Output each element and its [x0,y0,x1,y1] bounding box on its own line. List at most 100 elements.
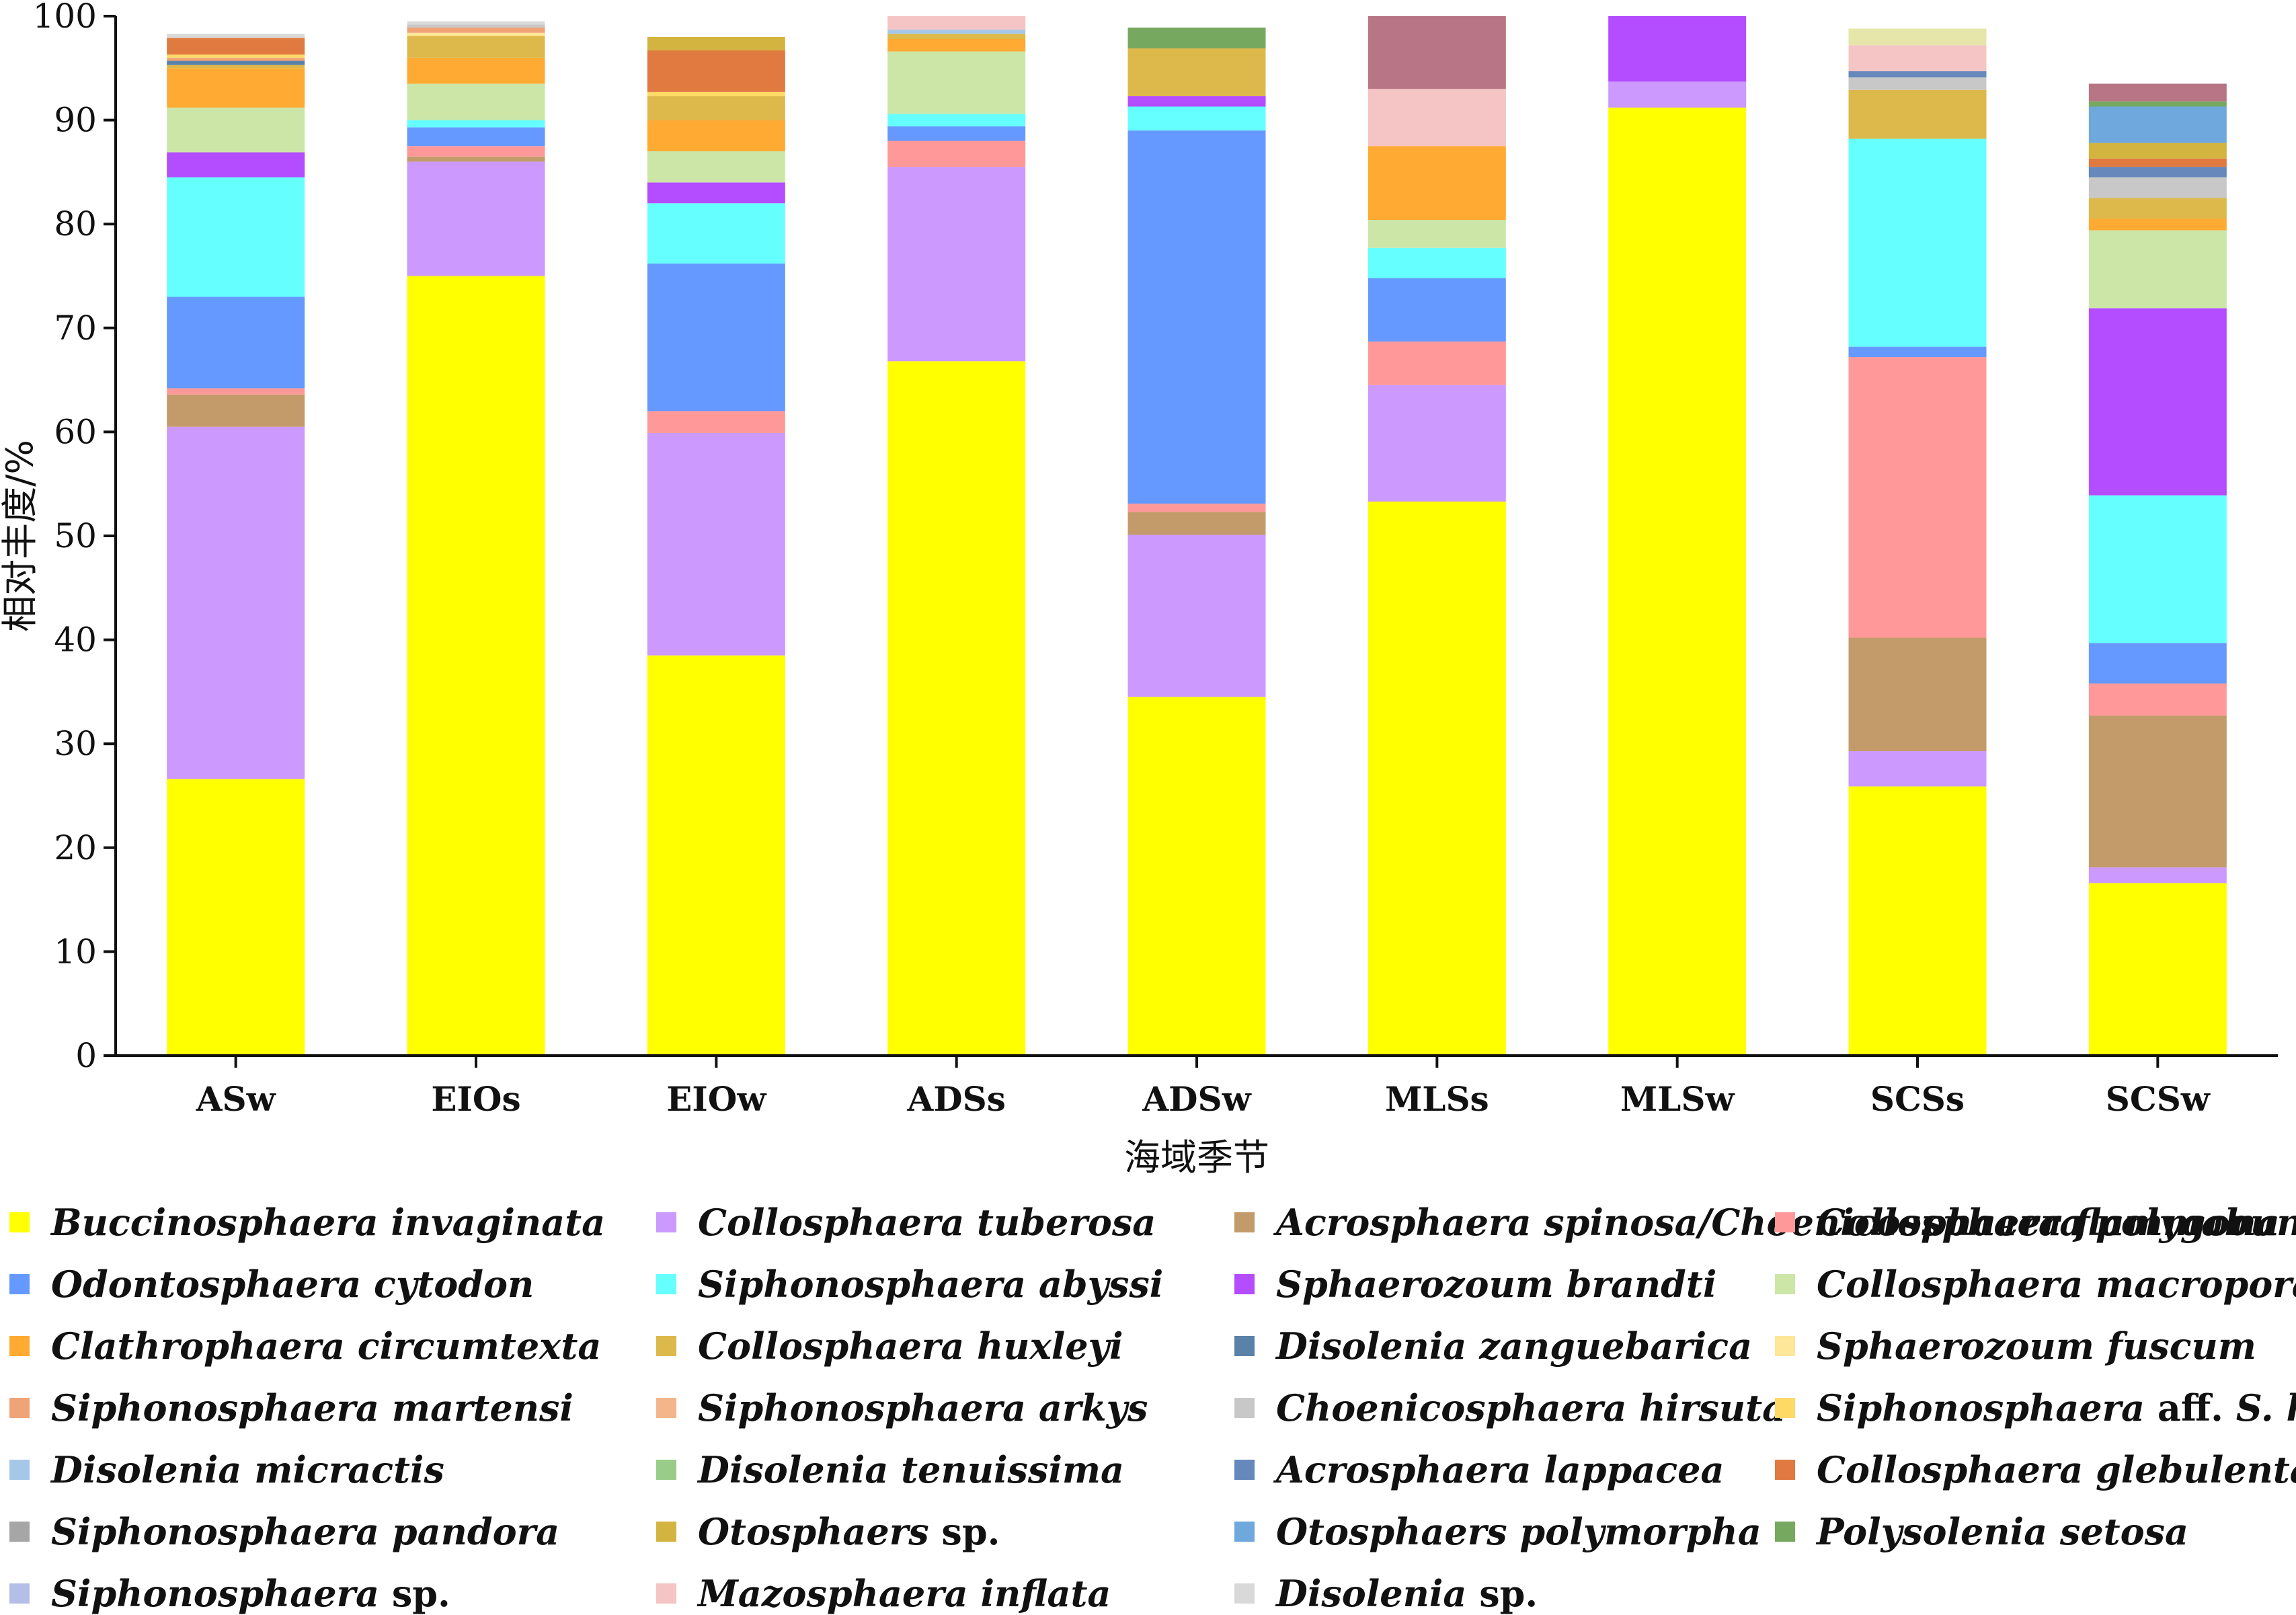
bar-segment [2088,167,2227,178]
y-tick-label: 70 [54,309,97,348]
bar-segment [1848,346,1987,358]
legend-label: Collosphaera huxleyi [698,1325,1123,1368]
legend-swatch [1234,1522,1255,1542]
bar-segment [407,32,545,36]
bar-segment [167,388,305,395]
bar-segment [167,394,305,427]
bar-segment [167,68,305,108]
bar-segment [887,39,1026,52]
bar-segment [887,51,1026,114]
legend-label: Collosphaera glebulenta [1817,1448,2296,1491]
y-tick-label: 100 [33,0,97,36]
bar-segment [2088,83,2227,102]
x-tick-label: ASw [196,1079,277,1119]
bar-segment [2088,219,2227,231]
legend-swatch [656,1583,676,1604]
bar-segment [2088,143,2227,159]
bar-segment [887,114,1026,126]
bar-segment [1848,139,1987,347]
bar-segment [1368,146,1506,221]
bar-segment [1368,278,1506,342]
bar-segment [647,432,785,656]
bar-segment [2088,495,2227,643]
bar-segment [167,57,305,61]
legend-swatch [1234,1583,1255,1604]
legend-swatch [1234,1460,1255,1480]
x-tick-label: SCSs [1870,1079,1965,1119]
bar-segment [1848,28,1987,46]
bar-segment [647,96,785,120]
bar-segment [167,297,305,389]
legend-label: Collosphaera tuberosa [698,1201,1156,1244]
bar-segment [407,127,545,147]
bar-segment [1368,341,1506,385]
y-tick-label: 40 [54,621,97,660]
y-tick-label: 20 [54,828,97,867]
bar-segment [1848,71,1987,78]
legend-swatch [1775,1522,1795,1542]
bar-segment [407,21,545,25]
legend-label: Buccinosphaera invaginata [50,1201,605,1244]
y-tick-label: 60 [54,412,97,451]
bar-segment [2088,177,2227,198]
bar-segment [887,30,1026,34]
legend-label: Disolenia sp. [1275,1572,1538,1615]
bar-segment [2088,308,2227,496]
bar-segment [647,263,785,411]
legend-label: Disolenia tenuissima [697,1448,1124,1491]
bar-segment [167,34,305,38]
legend-label: Disolenia micractis [50,1448,444,1491]
legend-label: Siphonosphaera sp. [51,1572,450,1615]
legend-label: Collosphaera polygona [1817,1201,2280,1244]
bar-segment [2088,883,2227,1056]
bar-segment [647,655,785,1056]
y-tick-label: 10 [54,932,97,971]
x-tick-label: EIOs [431,1079,520,1119]
bar-segment [407,36,545,58]
bar-segment [1127,535,1266,697]
legend-swatch [1775,1336,1795,1356]
x-axis-title: 海域季节 [1124,1136,1269,1179]
x-tick-label: EIOw [666,1079,767,1119]
legend-swatch [9,1398,30,1418]
bar-segment [647,151,785,183]
bar-segment [887,361,1026,1056]
bar-segment [1848,751,1987,787]
legend-label: Mazosphaera inflata [697,1572,1111,1615]
bar-segment [407,57,545,84]
bar-segment [647,203,785,264]
x-tick-label: SCSw [2106,1079,2211,1119]
legend-label: Polysolenia setosa [1815,1510,2188,1553]
bar-segment [2088,643,2227,684]
legend-label: Sphaerozoum brandti [1276,1263,1716,1306]
bar-segment [887,34,1026,40]
bar-segment [2088,198,2227,219]
legend: Buccinosphaera invaginata Collosphaera tu… [9,1201,2296,1615]
legend-label: Otosphaers polymorpha [1276,1510,1761,1553]
bar-segment [647,411,785,433]
legend-swatch [1775,1460,1795,1480]
bar-segment [1608,108,1747,1056]
legend-label: Collosphaera macropora [1817,1263,2296,1306]
legend-swatch [1234,1336,1255,1356]
x-tick-label: ADSs [906,1079,1005,1119]
bar-segment [1368,247,1506,278]
legend-label: Siphonosphaera pandora [51,1510,559,1553]
legend-label: Siphonosphaera martensi [51,1386,573,1429]
bar-segment [167,108,305,153]
bar-segment [1848,637,1987,752]
legend-label: Clathrophaera circumtexta [51,1325,601,1368]
legend-label: Odontosphaera cytodon [51,1263,534,1306]
legend-swatch [1234,1212,1255,1232]
legend-swatch [9,1460,30,1480]
bar-segment [167,54,305,58]
legend-swatch [9,1212,30,1232]
bar-segment [167,426,305,779]
bar-segment [407,120,545,128]
bar-segment [1848,786,1987,1056]
legend-label: Acrosphaera lappacea [1273,1448,1724,1491]
bar-segment [167,38,305,55]
legend-swatch [1234,1274,1255,1294]
bar-segment [1848,77,1987,90]
